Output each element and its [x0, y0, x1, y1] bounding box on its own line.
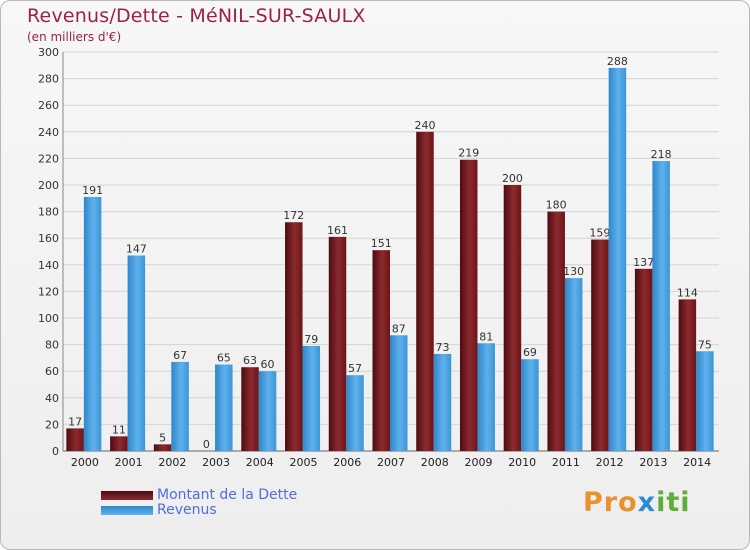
- legend-swatch-dette: [101, 491, 153, 500]
- x-tick-label: 2013: [639, 456, 667, 469]
- bar-dette: [591, 239, 609, 451]
- bar-dette: [678, 299, 697, 451]
- x-tick-label: 2003: [202, 456, 230, 469]
- data-label: 17: [68, 415, 82, 428]
- bar-revenus: [302, 345, 321, 451]
- bar-dette: [241, 367, 259, 451]
- x-tick-label: 2005: [290, 456, 318, 469]
- data-label: 81: [479, 330, 493, 343]
- bar-revenus: [390, 335, 408, 451]
- data-label: 67: [173, 349, 187, 362]
- bar-revenus: [258, 371, 277, 451]
- data-label: 63: [243, 354, 257, 367]
- bar-dette: [153, 444, 172, 451]
- data-label: 130: [563, 265, 584, 278]
- x-tick-label: 2008: [421, 456, 449, 469]
- proxiti-logo: Proxiti: [583, 487, 691, 518]
- data-label: 79: [304, 333, 318, 346]
- data-label: 69: [523, 346, 537, 359]
- bar-revenus: [171, 361, 189, 451]
- bar-revenus: [215, 364, 233, 451]
- data-label: 200: [502, 172, 523, 185]
- x-tick-label: 2012: [596, 456, 624, 469]
- data-label: 172: [283, 209, 304, 222]
- bar-dette: [66, 428, 84, 451]
- bar-dette: [634, 268, 653, 451]
- x-tick-label: 2004: [246, 456, 274, 469]
- bar-dette: [285, 222, 303, 451]
- data-label: 73: [435, 341, 449, 354]
- y-tick-label: 280: [38, 73, 59, 86]
- y-tick-label: 80: [45, 339, 59, 352]
- bar-revenus: [696, 351, 714, 451]
- data-label: 65: [217, 352, 231, 365]
- x-tick-label: 2001: [115, 456, 143, 469]
- chart-subtitle: (en milliers d'€): [27, 30, 122, 44]
- data-label: 191: [82, 184, 103, 197]
- bar-revenus: [608, 67, 627, 452]
- bar-revenus: [564, 278, 583, 451]
- data-label: 180: [546, 199, 567, 212]
- data-label: 137: [633, 256, 654, 269]
- chart-title: Revenus/Dette - MéNIL-SUR-SAULX: [27, 5, 366, 27]
- data-label: 151: [371, 237, 392, 250]
- legend-label-revenus: Revenus: [157, 502, 217, 518]
- x-tick-label: 2011: [552, 456, 580, 469]
- y-tick-label: 100: [38, 312, 59, 325]
- bar-dette: [110, 436, 128, 451]
- y-tick-label: 60: [45, 365, 59, 378]
- x-tick-label: 2010: [508, 456, 536, 469]
- data-label: 87: [392, 322, 406, 335]
- x-tick-label: 2007: [377, 456, 405, 469]
- data-label: 218: [651, 148, 672, 161]
- data-label: 0: [203, 438, 210, 451]
- x-tick-label: 2009: [464, 456, 492, 469]
- y-tick-label: 0: [52, 445, 59, 458]
- y-tick-label: 120: [38, 285, 59, 298]
- data-label: 57: [348, 362, 362, 375]
- data-label: 159: [589, 227, 610, 240]
- bar-dette: [416, 131, 434, 452]
- y-tick-label: 300: [38, 46, 59, 59]
- y-tick-label: 160: [38, 232, 59, 245]
- bar-revenus: [83, 196, 102, 451]
- bar-dette: [372, 250, 390, 451]
- bar-revenus: [477, 343, 495, 451]
- data-label: 147: [126, 242, 147, 255]
- data-label: 60: [261, 358, 275, 371]
- y-tick-label: 260: [38, 99, 59, 112]
- x-tick-label: 2000: [71, 456, 99, 469]
- y-tick-label: 240: [38, 126, 59, 139]
- x-tick-label: 2006: [333, 456, 361, 469]
- data-label: 240: [414, 119, 435, 132]
- bar-revenus: [127, 255, 146, 451]
- data-label: 114: [677, 286, 698, 299]
- x-tick-label: 2002: [158, 456, 186, 469]
- y-tick-label: 220: [38, 152, 59, 165]
- bar-dette: [547, 211, 565, 451]
- data-label: 288: [607, 55, 628, 68]
- legend-swatch-revenus: [101, 506, 153, 515]
- y-tick-label: 40: [45, 392, 59, 405]
- data-label: 11: [112, 423, 126, 436]
- y-tick-label: 140: [38, 259, 59, 272]
- legend-label-dette: Montant de la Dette: [157, 487, 298, 503]
- data-label: 75: [698, 338, 712, 351]
- bar-dette: [503, 185, 522, 451]
- y-tick-label: 20: [45, 418, 59, 431]
- bar-dette: [328, 236, 347, 451]
- bar-revenus: [433, 353, 452, 451]
- bar-dette: [459, 159, 478, 452]
- data-label: 161: [327, 224, 348, 237]
- bar-revenus: [521, 359, 539, 451]
- data-label: 219: [458, 147, 479, 160]
- data-label: 5: [159, 431, 166, 444]
- bar-revenus: [652, 161, 670, 451]
- y-tick-label: 200: [38, 179, 59, 192]
- x-tick-label: 2014: [683, 456, 711, 469]
- y-tick-label: 180: [38, 206, 59, 219]
- bar-revenus: [346, 375, 364, 451]
